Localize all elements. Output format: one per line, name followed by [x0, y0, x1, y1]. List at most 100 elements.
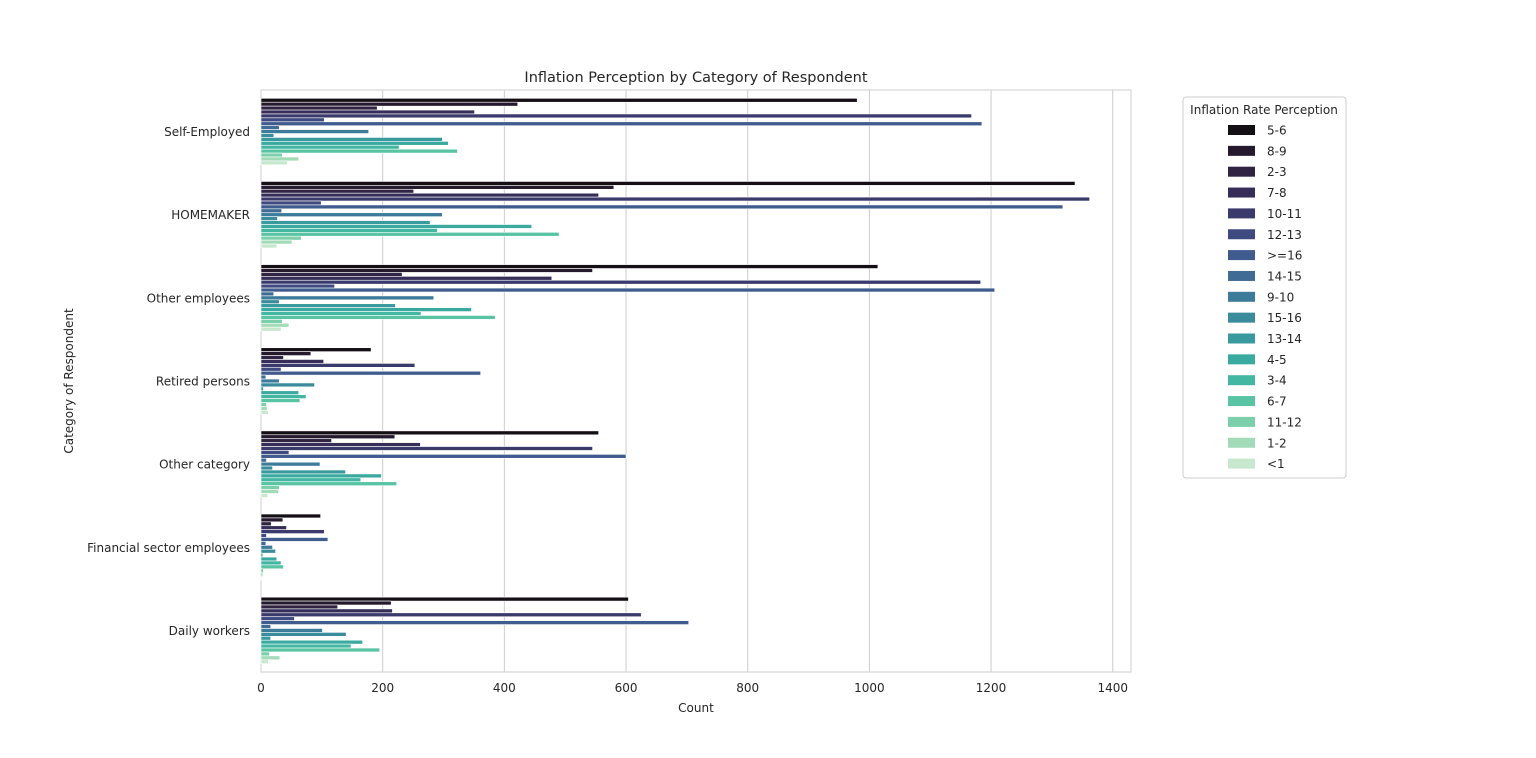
bar [260, 454, 627, 459]
legend-swatch [1228, 437, 1255, 448]
legend-label: 5-6 [1267, 124, 1287, 138]
bar [260, 315, 496, 320]
bar [260, 326, 282, 332]
bar [260, 394, 307, 399]
bar [260, 438, 332, 443]
y-tick-label: Other employees [147, 291, 250, 305]
y-tick-label: Other category [159, 458, 250, 472]
x-tick-label: 800 [736, 681, 759, 695]
bar [260, 196, 1090, 202]
plot-frame [260, 89, 1132, 673]
bar [260, 529, 325, 534]
bar [260, 276, 553, 281]
legend-swatch [1228, 229, 1255, 240]
bar [260, 620, 689, 625]
x-tick-label: 1000 [854, 681, 885, 695]
bar [260, 355, 284, 360]
chart-title: Inflation Perception by Category of Resp… [524, 70, 867, 86]
bar [260, 105, 378, 111]
bar [260, 410, 269, 415]
bar [260, 450, 290, 455]
bar [260, 493, 268, 498]
bar [260, 160, 288, 166]
bar [260, 533, 267, 538]
bar [260, 113, 972, 119]
y-tick-label: Financial sector employees [87, 541, 250, 555]
legend-swatch [1228, 333, 1255, 344]
bar [260, 548, 276, 554]
legend-swatch [1228, 250, 1255, 261]
bar [260, 216, 278, 221]
bar [260, 232, 560, 237]
legend-title: Inflation Rate Perception [1190, 103, 1338, 117]
legend-label: 12-13 [1267, 228, 1302, 242]
bar [260, 537, 329, 542]
bar [260, 311, 422, 316]
x-tick-label: 200 [371, 681, 394, 695]
bar [260, 268, 593, 273]
bar [260, 513, 321, 519]
bar [260, 192, 599, 198]
bar [260, 137, 443, 142]
bar [260, 576, 262, 581]
y-tick-label: HOMEMAKER [171, 208, 250, 222]
grid-lines [260, 89, 1132, 673]
x-tick-label: 1400 [1097, 681, 1128, 695]
bar [260, 525, 287, 530]
bar [260, 239, 293, 245]
bar [260, 374, 267, 380]
legend-label: 10-11 [1267, 207, 1302, 221]
legend-swatch [1228, 375, 1255, 386]
bar [260, 521, 272, 527]
legend-label: <1 [1267, 457, 1285, 471]
legend-label: 14-15 [1267, 269, 1302, 283]
bar [260, 283, 335, 289]
bar [260, 430, 599, 436]
bar [260, 204, 1064, 210]
legend-swatch [1228, 145, 1255, 156]
bar [260, 469, 346, 475]
bar [260, 639, 363, 645]
bar [260, 347, 372, 352]
bar [260, 208, 282, 214]
legend-label: 15-16 [1267, 311, 1302, 325]
bar [260, 144, 400, 150]
bar [260, 572, 264, 577]
legend-swatch [1228, 166, 1255, 177]
bar [260, 200, 322, 206]
bar [260, 295, 435, 301]
legend-swatch [1228, 208, 1255, 219]
legend-label: >=16 [1267, 249, 1302, 263]
bar [260, 235, 302, 241]
bar [260, 156, 300, 162]
bar [260, 351, 312, 356]
bar [260, 322, 290, 328]
x-tick-label: 400 [493, 681, 516, 695]
bar [260, 370, 481, 376]
bar [260, 596, 629, 602]
bar [260, 616, 295, 621]
x-tick-label: 0 [257, 681, 265, 695]
bar [260, 635, 272, 641]
bar [260, 461, 321, 467]
bar [260, 307, 472, 312]
x-axis-label: Count [678, 701, 714, 715]
bar [260, 624, 272, 629]
bar [260, 141, 449, 146]
legend-frame [1182, 96, 1347, 479]
bar [260, 98, 858, 103]
bar [260, 473, 382, 479]
bar [260, 382, 315, 388]
bar [260, 220, 431, 225]
bar [260, 628, 323, 633]
legend-label: 11-12 [1267, 415, 1302, 429]
legend-label: 3-4 [1267, 374, 1287, 388]
bar [260, 398, 301, 403]
bar [260, 109, 475, 115]
bar [260, 279, 982, 285]
bar [260, 442, 421, 447]
bar [260, 647, 380, 653]
bar [260, 121, 983, 127]
